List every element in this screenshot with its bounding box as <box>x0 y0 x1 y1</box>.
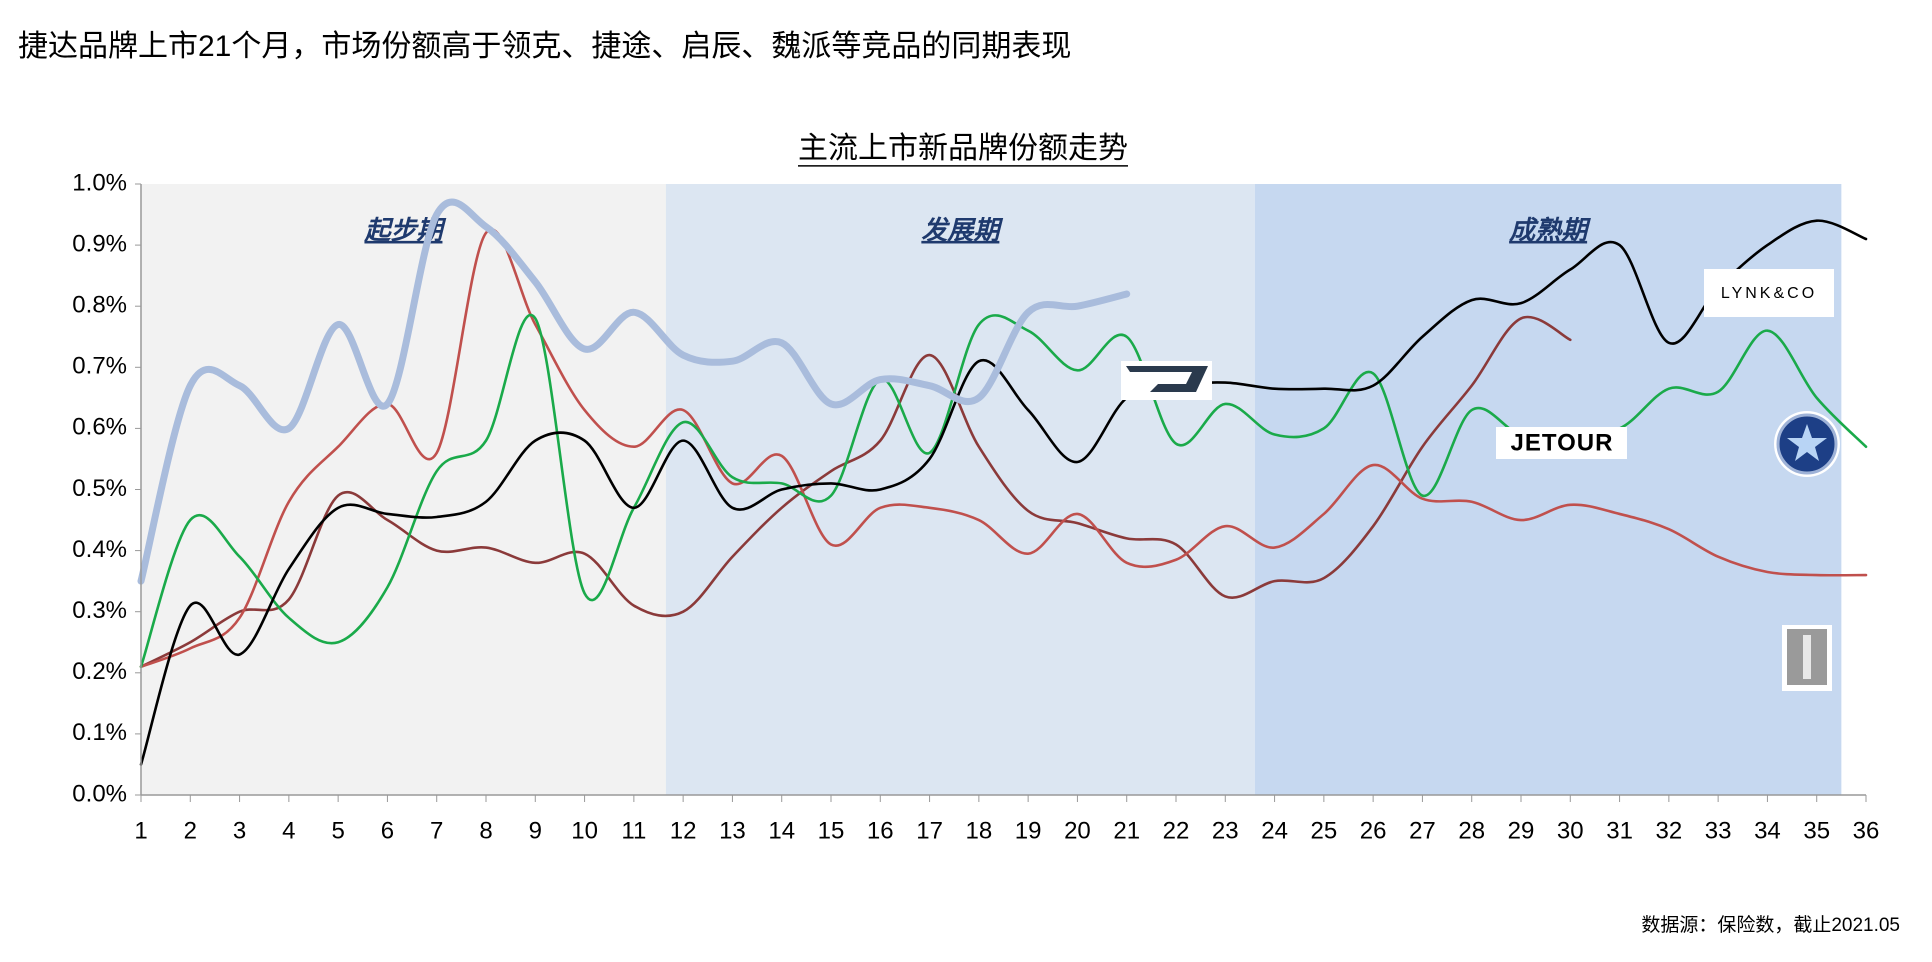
logo-text: JETOUR <box>1511 429 1614 456</box>
x-tick-label: 23 <box>1212 817 1239 844</box>
y-tick-label: 0.0% <box>72 780 127 807</box>
logos: LYNK&CO JETOUR <box>1121 269 1840 691</box>
x-tick-label: 34 <box>1754 817 1781 844</box>
y-tick-label: 0.1% <box>72 719 127 746</box>
y-tick-label: 0.2% <box>72 658 127 685</box>
y-tick-label: 0.5% <box>72 475 127 502</box>
logo-box <box>1496 427 1627 459</box>
x-tick-label: 22 <box>1163 817 1190 844</box>
x-tick-label: 1 <box>134 817 147 844</box>
logo-box <box>1704 269 1834 317</box>
x-tick-label: 3 <box>233 817 246 844</box>
y-tick-label: 1.0% <box>72 169 127 196</box>
x-tick-label: 5 <box>331 817 344 844</box>
phase-band <box>665 184 1255 795</box>
x-tick-label: 27 <box>1409 817 1436 844</box>
x-tick-label: 32 <box>1656 817 1683 844</box>
phase-label: 发展期 <box>921 215 1003 245</box>
x-tick-label: 30 <box>1557 817 1584 844</box>
x-tick-label: 29 <box>1508 817 1535 844</box>
x-tick-label: 35 <box>1803 817 1830 844</box>
x-tick-label: 9 <box>529 817 542 844</box>
x-tick-label: 6 <box>381 817 394 844</box>
x-tick-label: 19 <box>1015 817 1042 844</box>
series-line <box>139 228 1868 668</box>
x-tick-label: 12 <box>670 817 697 844</box>
x-tick-label: 18 <box>966 817 993 844</box>
x-tick-label: 11 <box>621 817 646 844</box>
phase-label: 成熟期 <box>1508 215 1591 245</box>
logo-icon <box>1787 424 1827 461</box>
x-tick-label: 24 <box>1261 817 1288 844</box>
phase-band <box>141 184 666 795</box>
logo-icon <box>1126 366 1208 392</box>
x-tick-label: 25 <box>1311 817 1338 844</box>
x-tick-label: 13 <box>719 817 746 844</box>
x-tick-label: 14 <box>768 817 795 844</box>
x-tick-label: 8 <box>479 817 492 844</box>
source-note: 数据源：保险数，截止2021.05 <box>1641 914 1900 936</box>
y-tick-label: 0.6% <box>72 414 127 441</box>
series-line <box>137 198 1131 585</box>
chart-title: 主流上市新品牌份额走势 <box>798 132 1128 165</box>
x-tick-label: 26 <box>1360 817 1387 844</box>
x-tick-label: 21 <box>1113 817 1140 844</box>
x-tick-label: 20 <box>1064 817 1091 844</box>
x-tick-label: 17 <box>916 817 943 844</box>
x-tick-label: 7 <box>430 817 443 844</box>
x-tick-label: 36 <box>1853 817 1880 844</box>
x-tick-label: 16 <box>867 817 894 844</box>
x-tick-label: 15 <box>818 817 845 844</box>
x-tick-label: 2 <box>184 817 197 844</box>
x-tick-label: 10 <box>571 817 598 844</box>
x-tick-label: 31 <box>1606 817 1633 844</box>
y-tick-label: 0.9% <box>72 230 127 257</box>
logo-text: LYNK&CO <box>1721 285 1817 302</box>
y-tick-label: 0.3% <box>72 597 127 624</box>
x-tick-label: 33 <box>1705 817 1732 844</box>
x-tick-label: 4 <box>282 817 295 844</box>
y-tick-label: 0.8% <box>72 292 127 319</box>
page-title: 捷达品牌上市21个月，市场份额高于领克、捷途、启辰、魏派等竞品的同期表现 <box>18 30 1071 63</box>
logo-icon <box>1803 635 1811 679</box>
y-tick-label: 0.4% <box>72 536 127 563</box>
x-tick-label: 28 <box>1458 817 1485 844</box>
phase-bands: 起步期 发展期 成熟期 <box>141 184 1842 795</box>
series-line <box>139 219 1868 766</box>
y-tick-label: 0.7% <box>72 353 127 380</box>
